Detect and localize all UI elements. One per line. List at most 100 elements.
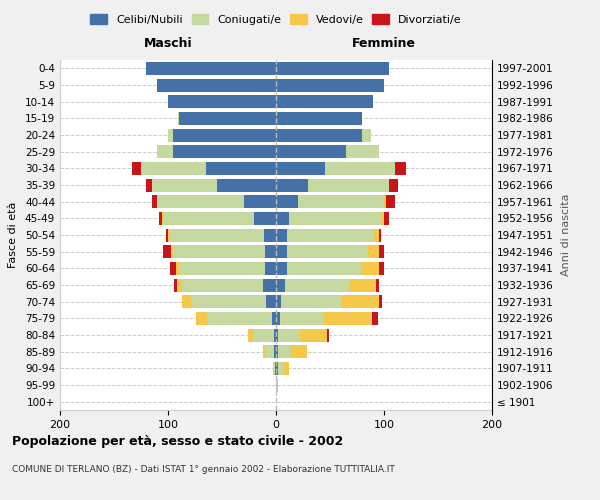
Bar bbox=[384, 212, 389, 225]
Bar bbox=[291, 345, 307, 358]
Bar bbox=[161, 212, 163, 225]
Bar bbox=[141, 162, 206, 175]
Bar bbox=[146, 178, 152, 192]
Bar bbox=[284, 278, 349, 291]
Bar bbox=[384, 195, 386, 208]
Bar bbox=[157, 145, 173, 158]
Bar bbox=[278, 328, 300, 342]
Bar bbox=[308, 178, 389, 192]
Bar bbox=[276, 212, 289, 225]
Bar bbox=[379, 295, 382, 308]
Bar bbox=[276, 112, 362, 125]
Y-axis label: Anni di nascita: Anni di nascita bbox=[560, 194, 571, 276]
Bar bbox=[273, 362, 275, 375]
Bar bbox=[170, 262, 176, 275]
Bar bbox=[276, 278, 284, 291]
Bar bbox=[276, 378, 277, 392]
Y-axis label: Fasce di età: Fasce di età bbox=[8, 202, 18, 268]
Bar bbox=[325, 162, 395, 175]
Bar bbox=[168, 128, 173, 141]
Bar bbox=[173, 245, 265, 258]
Bar bbox=[276, 78, 384, 92]
Text: COMUNE DI TERLANO (BZ) - Dati ISTAT 1° gennaio 2002 - Elaborazione TUTTITALIA.IT: COMUNE DI TERLANO (BZ) - Dati ISTAT 1° g… bbox=[12, 465, 395, 474]
Bar bbox=[287, 262, 362, 275]
Bar bbox=[276, 228, 287, 241]
Bar bbox=[179, 262, 265, 275]
Bar bbox=[176, 278, 182, 291]
Bar bbox=[265, 245, 276, 258]
Bar bbox=[133, 162, 141, 175]
Bar bbox=[298, 195, 384, 208]
Bar bbox=[373, 228, 379, 241]
Bar bbox=[265, 262, 276, 275]
Bar bbox=[171, 245, 173, 258]
Bar bbox=[173, 145, 276, 158]
Bar bbox=[276, 178, 308, 192]
Bar bbox=[276, 262, 287, 275]
Bar bbox=[196, 312, 207, 325]
Bar bbox=[276, 62, 389, 75]
Bar bbox=[163, 245, 171, 258]
Bar bbox=[152, 178, 217, 192]
Bar bbox=[157, 78, 276, 92]
Bar bbox=[376, 278, 379, 291]
Bar bbox=[276, 328, 278, 342]
Legend: Celibi/Nubili, Coniugati/e, Vedovi/e, Divorziati/e: Celibi/Nubili, Coniugati/e, Vedovi/e, Di… bbox=[87, 10, 465, 28]
Bar bbox=[372, 312, 377, 325]
Bar bbox=[265, 345, 274, 358]
Bar bbox=[276, 245, 287, 258]
Bar bbox=[160, 212, 161, 225]
Bar bbox=[264, 228, 276, 241]
Bar bbox=[284, 362, 289, 375]
Bar bbox=[276, 95, 373, 108]
Bar bbox=[206, 162, 276, 175]
Bar bbox=[368, 245, 379, 258]
Bar bbox=[362, 262, 379, 275]
Bar bbox=[341, 295, 379, 308]
Bar bbox=[278, 345, 291, 358]
Bar bbox=[379, 245, 384, 258]
Bar bbox=[178, 112, 179, 125]
Text: Femmine: Femmine bbox=[352, 36, 416, 50]
Bar bbox=[207, 312, 272, 325]
Bar bbox=[276, 162, 325, 175]
Bar bbox=[395, 162, 406, 175]
Bar bbox=[217, 178, 276, 192]
Bar bbox=[152, 195, 157, 208]
Bar bbox=[386, 195, 395, 208]
Bar bbox=[166, 228, 168, 241]
Bar bbox=[287, 245, 368, 258]
Bar bbox=[173, 128, 276, 141]
Bar bbox=[157, 195, 244, 208]
Bar bbox=[276, 312, 280, 325]
Bar bbox=[277, 378, 278, 392]
Bar bbox=[175, 278, 176, 291]
Bar bbox=[379, 262, 384, 275]
Text: Maschi: Maschi bbox=[143, 36, 193, 50]
Bar bbox=[323, 312, 372, 325]
Bar bbox=[169, 228, 264, 241]
Bar bbox=[263, 345, 265, 358]
Bar bbox=[276, 362, 278, 375]
Bar bbox=[276, 195, 298, 208]
Bar bbox=[263, 278, 276, 291]
Bar bbox=[276, 145, 346, 158]
Bar bbox=[278, 362, 284, 375]
Bar bbox=[289, 212, 381, 225]
Bar bbox=[349, 278, 376, 291]
Bar bbox=[276, 128, 362, 141]
Bar bbox=[389, 178, 398, 192]
Bar bbox=[274, 345, 276, 358]
Bar bbox=[280, 312, 323, 325]
Bar bbox=[272, 312, 276, 325]
Bar bbox=[362, 128, 371, 141]
Bar bbox=[276, 295, 281, 308]
Bar bbox=[300, 328, 327, 342]
Bar bbox=[179, 112, 276, 125]
Bar bbox=[254, 328, 274, 342]
Bar bbox=[182, 278, 263, 291]
Bar bbox=[191, 295, 266, 308]
Bar bbox=[275, 362, 276, 375]
Bar bbox=[327, 328, 329, 342]
Bar bbox=[346, 145, 379, 158]
